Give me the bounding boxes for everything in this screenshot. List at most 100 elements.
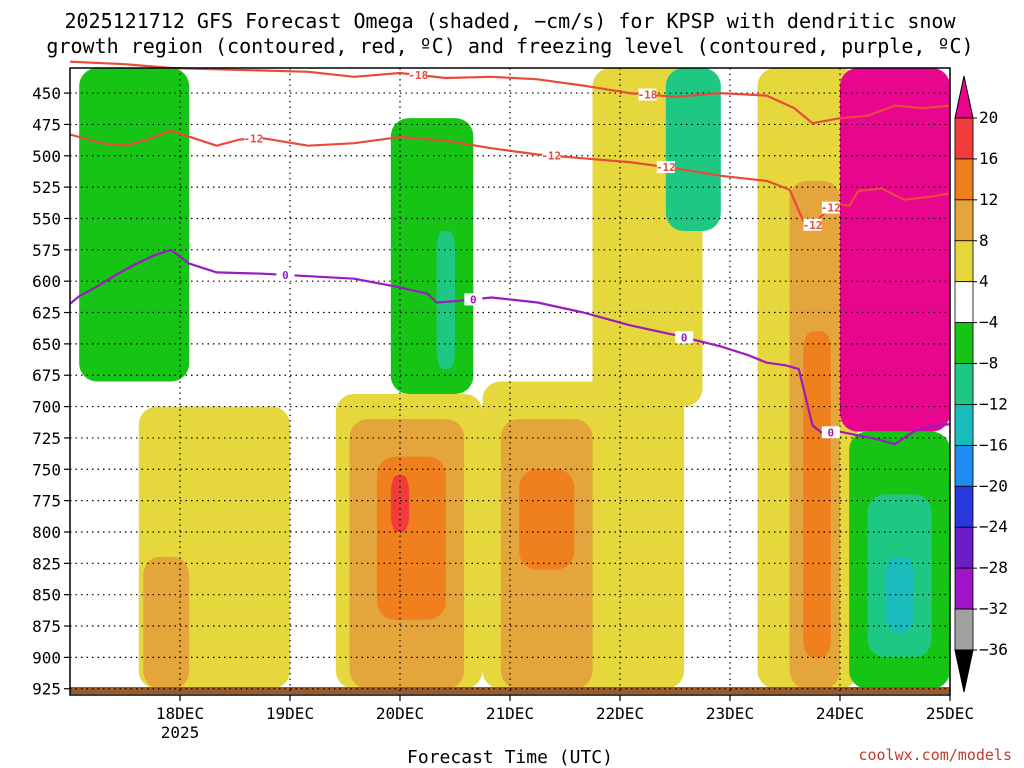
- contour-label-bg: [638, 88, 657, 101]
- contour-label-1-1: -12: [541, 149, 561, 163]
- contour-line-1: [69, 129, 951, 226]
- isotherm-contours: -18 -18 -12 -12 -12 -12 -12 0 0 0 0: [69, 60, 951, 446]
- contour-label-2-0: 0: [276, 268, 295, 282]
- contour-label-text: 0: [470, 293, 477, 306]
- colorbar-bin-4: [954, 240, 974, 283]
- contour-label-0-0: -18: [408, 69, 428, 82]
- y-tick-label-475: 475: [32, 115, 61, 134]
- colorbar-bin-1: [954, 117, 974, 160]
- omega-region-16: [79, 68, 190, 382]
- colorbar-label-1: 16: [979, 149, 998, 168]
- x-tick-label-20DEC: 20DEC: [376, 704, 424, 723]
- colorbar-label-7: −12: [979, 394, 1008, 413]
- colorbar-bin-7: [954, 363, 974, 405]
- contour-label-text: -18: [408, 69, 428, 82]
- y-tick-label-600: 600: [32, 272, 61, 291]
- colorbar-bin-8: [954, 404, 974, 446]
- y-tick-label-825: 825: [32, 554, 61, 573]
- colorbar-label-5: −4: [979, 313, 998, 332]
- y-tick-label-500: 500: [32, 147, 61, 166]
- colorbar-label-13: −36: [979, 640, 1008, 659]
- y-tick-label-875: 875: [32, 617, 61, 636]
- y-tick-label-650: 650: [32, 335, 61, 354]
- contour-label-2-1: 0: [464, 293, 483, 306]
- omega-region-8: [519, 469, 575, 570]
- contour-label-text: 0: [282, 269, 289, 282]
- colorbar-bin-11: [954, 526, 974, 569]
- contour-label-bg: [675, 331, 694, 344]
- colorbar-top-triangle: [954, 75, 974, 119]
- omega-region-14: [390, 118, 474, 395]
- contour-label-0-1: -18: [638, 88, 657, 102]
- colorbar-bin-9: [954, 444, 974, 487]
- y-axis: 450 475 500 525 550 575 600 625 650 675 700 725 750 7…: [32, 84, 70, 699]
- y-tick-label-625: 625: [32, 304, 61, 323]
- omega-region-20: [885, 557, 914, 633]
- colorbar: 20 16 12 8 4 −4 −8 −12 −16 −20 −24 −28 −32 −36: [954, 75, 1008, 693]
- x-tick-sublabel-year: 2025: [161, 723, 200, 742]
- plot-area: -18 -18 -12 -12 -12 -12 -12 0 0 0 0: [69, 60, 951, 696]
- colorbar-label-8: −16: [979, 435, 1008, 454]
- contour-label-bg: [409, 69, 428, 82]
- colorbar-label-6: −8: [979, 354, 998, 373]
- x-tick-label-19DEC: 19DEC: [266, 704, 314, 723]
- x-tick-label-23DEC: 23DEC: [706, 704, 754, 723]
- chart-title-line-2: growth region (contoured, red, ºC) and f…: [46, 34, 973, 58]
- contour-label-text: 0: [681, 331, 688, 344]
- gridlines: [70, 68, 951, 695]
- colorbar-bin-12: [954, 567, 974, 610]
- x-tick-label-18DEC: 18DEC: [156, 704, 204, 723]
- contour-label-text: 0: [828, 426, 835, 439]
- y-tick-label-450: 450: [32, 84, 61, 103]
- colorbar-label-9: −20: [979, 476, 1008, 495]
- colorbar-bin-2: [954, 158, 974, 201]
- y-tick-label-775: 775: [32, 492, 61, 511]
- contour-label-text: -12: [243, 133, 263, 146]
- contour-label-2-2: 0: [675, 331, 694, 344]
- contour-label-text: -12: [803, 219, 823, 232]
- contour-label-text: -12: [656, 161, 676, 174]
- contour-label-1-0: -12: [243, 132, 263, 146]
- colorbar-bin-13: [954, 608, 974, 651]
- omega-region-17: [665, 68, 721, 232]
- colorbar-label-12: −32: [979, 599, 1008, 618]
- colorbar-label-4: 4: [979, 272, 989, 291]
- contour-label-bg: [821, 426, 840, 439]
- contour-label-text: -12: [541, 150, 561, 163]
- x-axis-title: Forecast Time (UTC): [407, 747, 613, 768]
- omega-region-4: [377, 456, 446, 620]
- y-tick-label-850: 850: [32, 586, 61, 605]
- x-tick-label-22DEC: 22DEC: [596, 704, 644, 723]
- contour-line-2: [69, 248, 951, 446]
- contour-label-bg: [244, 132, 263, 145]
- contour-label-2-3: 0: [821, 426, 840, 439]
- omega-region-1: [143, 557, 190, 689]
- colorbar-label-11: −28: [979, 558, 1008, 577]
- contour-line-0: [69, 60, 951, 125]
- contour-label-1-3: -12: [803, 218, 823, 232]
- contour-label-1-2: -12: [656, 161, 676, 174]
- omega-region-12: [803, 331, 831, 658]
- credit-text: coolwx.com/models: [858, 746, 1012, 764]
- y-tick-label-750: 750: [32, 460, 61, 479]
- omega-region-15: [436, 231, 455, 369]
- colorbar-bottom-triangle: [954, 649, 974, 693]
- x-tick-label-24DEC: 24DEC: [816, 704, 864, 723]
- colorbar-label-3: 8: [979, 231, 989, 250]
- y-tick-label-925: 925: [32, 680, 61, 699]
- contour-label-1-4: -12: [821, 201, 841, 215]
- y-tick-label-525: 525: [32, 178, 61, 197]
- colorbar-bin-5: [954, 281, 974, 324]
- x-tick-label-21DEC: 21DEC: [486, 704, 534, 723]
- contour-label-bg: [821, 201, 840, 214]
- omega-shading-layer: [79, 68, 950, 689]
- contour-label-text: -12: [821, 202, 841, 215]
- y-tick-label-800: 800: [32, 523, 61, 542]
- y-tick-label-725: 725: [32, 429, 61, 448]
- y-tick-label-700: 700: [32, 398, 61, 417]
- contour-label-bg: [803, 218, 822, 231]
- y-tick-label-900: 900: [32, 648, 61, 667]
- colorbar-bin-3: [954, 199, 974, 242]
